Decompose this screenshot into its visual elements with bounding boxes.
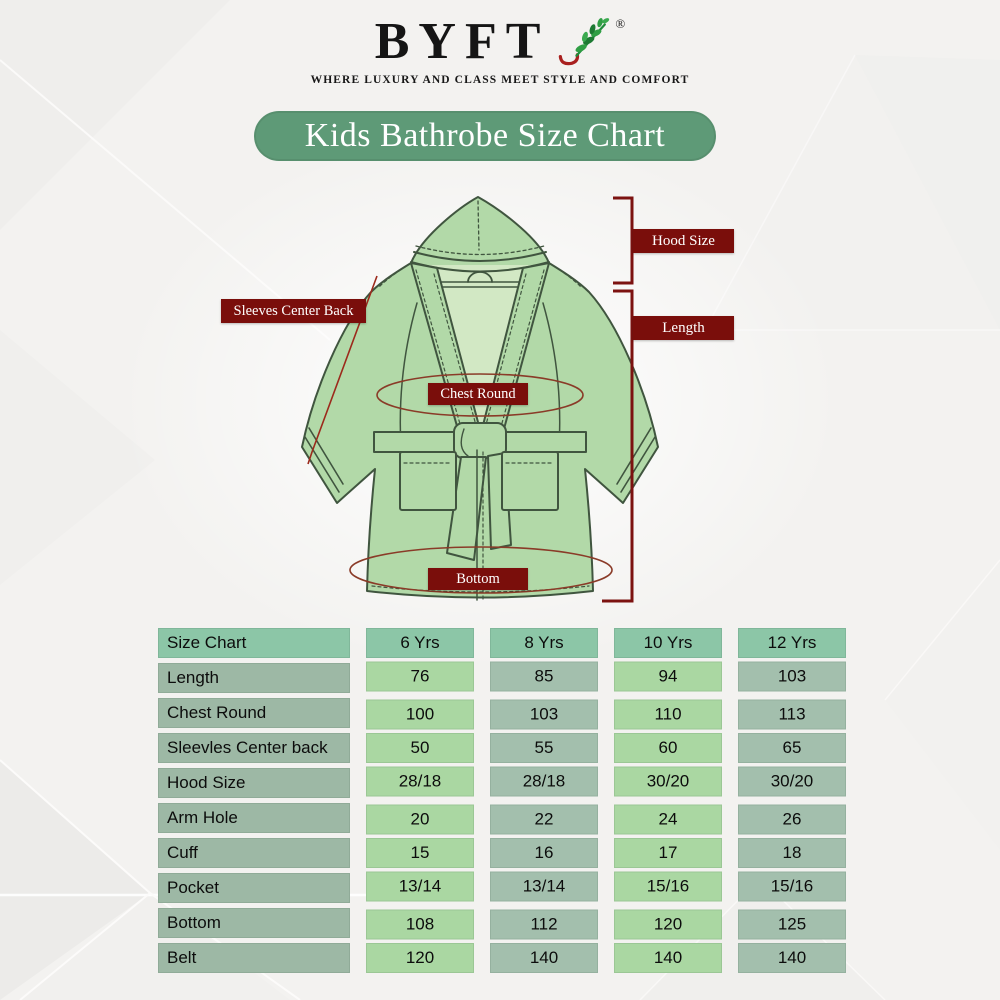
bottom-label: Bottom [428, 568, 528, 590]
table-header-cell: 12 Yrs [738, 628, 846, 658]
robe-inner-lining [420, 265, 540, 441]
table-row-label: Bottom [158, 908, 350, 938]
brand-tagline: WHERE LUXURY AND CLASS MEET STYLE AND CO… [310, 74, 690, 86]
table-row-label: Hood Size [158, 768, 350, 798]
table-cell: 30/20 [738, 766, 846, 797]
table-cell: 15/16 [738, 871, 846, 902]
sleeves-center-back-label: Sleeves Center Back [221, 299, 366, 323]
chest-round-ellipse [376, 373, 584, 417]
table-cell: 30/20 [614, 766, 722, 797]
table-cell: 28/18 [366, 766, 474, 797]
table-cell: 65 [738, 733, 846, 763]
table-cell: 60 [614, 733, 722, 763]
table-cell: 15/16 [614, 871, 722, 902]
table-cell: 85 [490, 661, 598, 692]
bottom-ellipse [349, 546, 613, 594]
measurement-marks [307, 196, 634, 603]
table-row-label: Chest Round [158, 698, 350, 728]
table-cell: 13/14 [490, 871, 598, 902]
table-cell: 140 [614, 943, 722, 973]
table-cell: 103 [490, 699, 598, 730]
robe-pocket-left [399, 451, 457, 511]
chest-round-label: Chest Round [428, 383, 528, 405]
byft-leaf-icon [559, 18, 610, 66]
table-header-size-chart: Size Chart [158, 628, 350, 658]
title-banner: Kids Bathrobe Size Chart [254, 111, 716, 161]
robe-pocket-right [501, 451, 559, 511]
hood-size-label: Hood Size [633, 229, 734, 253]
page-title: Kids Bathrobe Size Chart [304, 117, 666, 154]
table-cell: 140 [738, 943, 846, 973]
table-cell: 100 [366, 699, 474, 730]
table-cell: 110 [614, 699, 722, 730]
table-cell: 22 [490, 804, 598, 835]
table-cell: 103 [738, 661, 846, 692]
table-cell: 120 [614, 909, 722, 940]
brand-header: BYFT ® WHERE LUXURY AND CLASS MEET STYLE… [0, 13, 1000, 87]
table-cell: 125 [738, 909, 846, 940]
table-row-label: Length [158, 663, 350, 693]
size-table: Size Chart 6 Yrs 8 Yrs 10 Yrs 12 Yrs Length 76… [158, 628, 846, 973]
table-cell: 50 [366, 733, 474, 763]
table-cell: 26 [738, 804, 846, 835]
hood-size-bracket [613, 196, 634, 285]
table-cell: 20 [366, 804, 474, 835]
table-cell: 120 [366, 943, 474, 973]
table-cell: 113 [738, 699, 846, 730]
table-cell: 55 [490, 733, 598, 763]
table-cell: 112 [490, 909, 598, 940]
table-cell: 28/18 [490, 766, 598, 797]
table-row-label: Pocket [158, 873, 350, 903]
registered-trademark-symbol: ® [615, 16, 626, 31]
table-row-label: Cuff [158, 838, 350, 868]
table-cell: 76 [366, 661, 474, 692]
table-cell: 94 [614, 661, 722, 692]
table-row-label: Arm Hole [158, 803, 350, 833]
table-header-cell: 10 Yrs [614, 628, 722, 658]
table-cell: 17 [614, 838, 722, 868]
table-cell: 15 [366, 838, 474, 868]
sleeves-measure-line [307, 275, 378, 465]
table-cell: 16 [490, 838, 598, 868]
table-cell: 108 [366, 909, 474, 940]
table-cell: 140 [490, 943, 598, 973]
brand-logo-text: BYFT [374, 13, 550, 70]
table-row-label: Sleevles Center back [158, 733, 350, 763]
length-label: Length [633, 316, 734, 340]
table-cell: 24 [614, 804, 722, 835]
table-header-cell: 8 Yrs [490, 628, 598, 658]
table-cell: 13/14 [366, 871, 474, 902]
table-cell: 18 [738, 838, 846, 868]
table-row-label: Belt [158, 943, 350, 973]
table-header-cell: 6 Yrs [366, 628, 474, 658]
length-bracket [602, 289, 634, 603]
